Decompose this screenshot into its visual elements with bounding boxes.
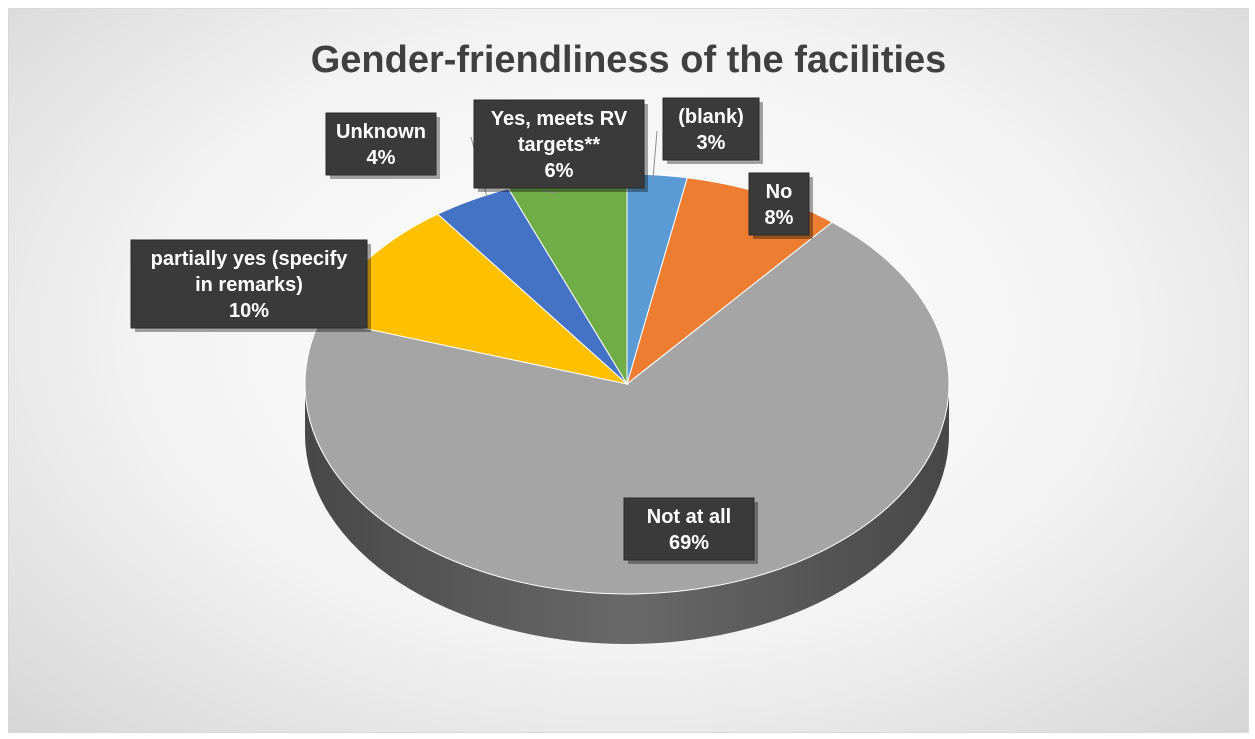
data-label-value: 3%	[697, 132, 726, 154]
data-label-category: targets**	[518, 134, 600, 156]
data-label-category: Not at all	[647, 506, 731, 528]
data-label-category: (blank)	[678, 106, 744, 128]
data-label-value: 8%	[765, 207, 794, 229]
data-label-category: partially yes (specify	[151, 248, 349, 270]
chart-area: Gender-friendliness of the facilities (b…	[8, 8, 1249, 733]
data-label-value: 4%	[367, 147, 396, 169]
chart-title: Gender-friendliness of the facilities	[310, 39, 947, 81]
data-label-no: No 8%	[748, 172, 813, 239]
data-label-value: 10%	[229, 300, 269, 322]
leader-line	[542, 190, 558, 194]
data-label-value: 6%	[545, 160, 574, 182]
data-label-not-at-all: Not at all 69%	[623, 497, 758, 564]
data-label-category: in remarks)	[195, 274, 303, 296]
pie-side-shade-2	[305, 384, 949, 644]
data-label-category: Yes, meets RV	[491, 108, 628, 130]
data-label-partially-yes-specify-in-remarks-: partially yes (specify in remarks) 10%	[130, 239, 371, 332]
data-label-unknown: Unknown 4%	[325, 112, 440, 179]
leader-line	[652, 130, 658, 180]
data-label-category: No	[766, 181, 793, 203]
data-label-yes-meets-rv-targets-: Yes, meets RV targets** 6%	[473, 99, 648, 192]
data-label--blank-: (blank) 3%	[662, 97, 763, 164]
pie-slice-not-at-all[interactable]	[304, 221, 950, 595]
pie-chart: (blank) 3% No 8% Not at all 69% partially yes …	[130, 97, 950, 644]
data-label-value: 69%	[669, 532, 709, 554]
data-label-category: Unknown	[336, 121, 426, 143]
